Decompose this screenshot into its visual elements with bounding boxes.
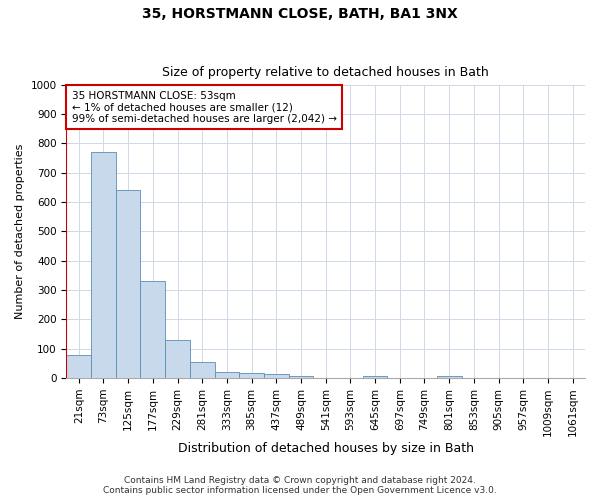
Bar <box>190 362 215 378</box>
Bar <box>165 340 190 378</box>
Bar <box>116 190 140 378</box>
Bar <box>215 372 239 378</box>
X-axis label: Distribution of detached houses by size in Bath: Distribution of detached houses by size … <box>178 442 474 455</box>
Bar <box>239 373 264 378</box>
Bar <box>363 376 388 378</box>
Text: 35, HORSTMANN CLOSE, BATH, BA1 3NX: 35, HORSTMANN CLOSE, BATH, BA1 3NX <box>142 8 458 22</box>
Bar <box>140 282 165 378</box>
Bar <box>91 152 116 378</box>
Text: Contains HM Land Registry data © Crown copyright and database right 2024.
Contai: Contains HM Land Registry data © Crown c… <box>103 476 497 495</box>
Y-axis label: Number of detached properties: Number of detached properties <box>15 144 25 319</box>
Title: Size of property relative to detached houses in Bath: Size of property relative to detached ho… <box>163 66 489 80</box>
Bar <box>67 354 91 378</box>
Bar <box>289 376 313 378</box>
Text: 35 HORSTMANN CLOSE: 53sqm
← 1% of detached houses are smaller (12)
99% of semi-d: 35 HORSTMANN CLOSE: 53sqm ← 1% of detach… <box>71 90 337 124</box>
Bar <box>264 374 289 378</box>
Bar <box>437 376 461 378</box>
